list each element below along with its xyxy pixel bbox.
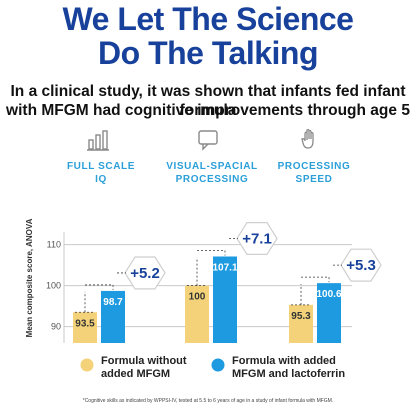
category-label-visual-spacial-line1: VISUAL-SPACIAL bbox=[166, 161, 258, 172]
legend-label-with-line2: MFGM and lactoferrin bbox=[232, 368, 345, 380]
bar-series0-cat2 bbox=[289, 304, 313, 343]
headline-line-2: Do The Talking bbox=[98, 35, 318, 71]
value-label-series1-cat0: 98.7 bbox=[103, 297, 123, 308]
value-label-series0-cat1: 100 bbox=[189, 292, 206, 303]
bar-series1-cat0 bbox=[101, 290, 125, 343]
difference-label-cat2: +5.3 bbox=[346, 257, 376, 274]
bar-series0-cat0 bbox=[73, 312, 97, 343]
connector-top-cat1 bbox=[197, 250, 226, 256]
legend: Formula without added MFGM Formula with … bbox=[80, 355, 345, 380]
value-label-series1-cat2: 100.6 bbox=[316, 289, 341, 300]
category-label-full-scale-iq-line1: FULL SCALE bbox=[67, 161, 135, 172]
y-axis-label: Mean composite score, ANOVA bbox=[25, 218, 34, 337]
bar-series0-cat1 bbox=[185, 285, 209, 343]
category-label-processing-speed-line1: PROCESSING bbox=[278, 161, 351, 172]
speech-bubble-icon bbox=[198, 130, 218, 151]
difference-connectors bbox=[75, 250, 330, 313]
value-label-series0-cat0: 93.5 bbox=[75, 318, 95, 329]
value-label-series0-cat2: 95.3 bbox=[291, 311, 311, 322]
hand-icon bbox=[301, 129, 314, 149]
difference-label-cat1: +7.1 bbox=[242, 230, 272, 247]
value-label-series1-cat1: 107.1 bbox=[212, 262, 237, 273]
legend-label-with-line1: Formula with added bbox=[232, 355, 336, 367]
connector-top-cat2 bbox=[301, 276, 330, 283]
difference-label-cat0: +5.2 bbox=[130, 265, 160, 282]
y-tick-labels: 90 100 110 bbox=[46, 240, 61, 332]
y-tick-label-110: 110 bbox=[47, 240, 61, 250]
legend-label-without-line1: Formula without bbox=[101, 355, 187, 367]
subhead-line-2: with MFGM had cognitive improvements thr… bbox=[6, 102, 410, 119]
bars: 93.5 98.7 100 107.1 95.3 100.6 bbox=[73, 256, 342, 343]
headline-line-1: We Let The Science bbox=[62, 1, 354, 37]
footnote: *Cognitive skills as indicated by WPPSI-… bbox=[82, 398, 334, 404]
y-tick-label-100: 100 bbox=[46, 281, 61, 291]
connector-top-cat0 bbox=[85, 284, 114, 290]
difference-badges: +5.2 +7.1 +5.3 bbox=[117, 222, 382, 290]
legend-swatch-without-mfgm bbox=[80, 358, 94, 372]
bar-series1-cat1 bbox=[213, 256, 237, 343]
bar-series1-cat2 bbox=[317, 283, 341, 343]
category-label-full-scale-iq-line2: IQ bbox=[95, 174, 107, 185]
legend-label-without-line2: added MFGM bbox=[101, 368, 170, 380]
subhead-line-1: In a clinical study, it was shown that i… bbox=[10, 83, 406, 119]
category-label-visual-spacial-line2: PROCESSING bbox=[176, 174, 249, 185]
chart-bars-icon bbox=[87, 130, 109, 151]
category-label-processing-speed-line2: SPEED bbox=[296, 174, 333, 185]
y-tick-label-90: 90 bbox=[51, 322, 61, 332]
legend-swatch-with-mfgm bbox=[211, 358, 225, 372]
